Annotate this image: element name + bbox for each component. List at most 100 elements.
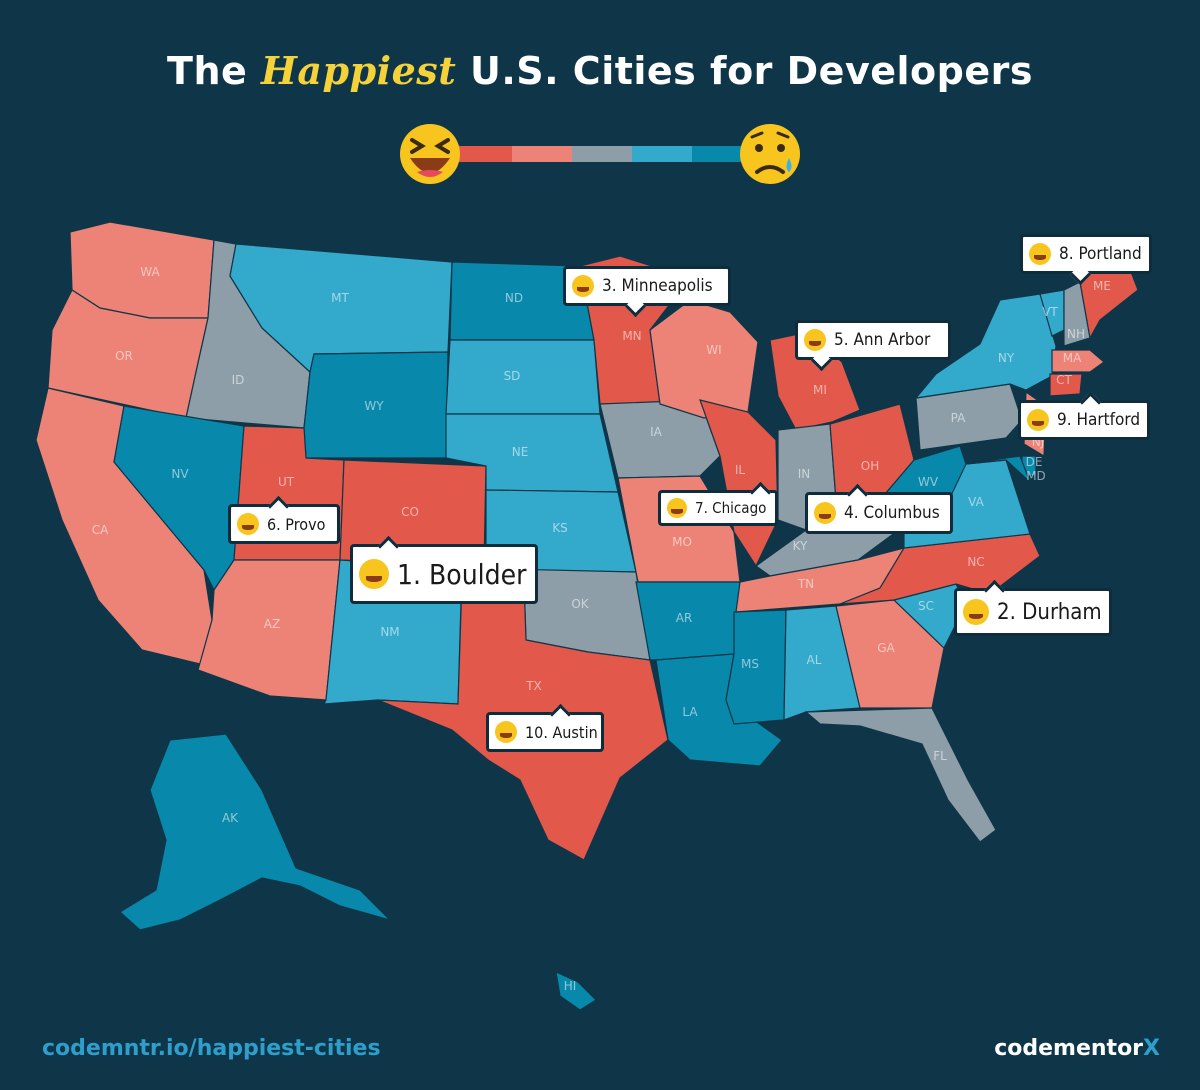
state-label-mi: MI [813,383,827,397]
city-callout: 1. Boulder [350,535,538,604]
smiling-face-icon [1027,409,1049,431]
state-label-ne: NE [512,445,529,459]
state-label-in: IN [798,467,811,481]
city-callout: 4. Columbus [805,483,953,534]
state-label-ms: MS [741,657,759,671]
state-label-pa: PA [951,411,966,425]
legend-swatch-4 [632,146,692,162]
state-label-nc: NC [967,555,984,569]
city-callout: 7. Chicago [658,481,778,526]
laughing-face-icon [814,502,836,524]
state-label-fl: FL [933,749,947,763]
happiness-legend [0,0,1200,200]
city-callout: 3. Minneapolis [563,266,731,318]
city-label: 10. Austin [525,722,598,742]
smiling-face-icon [495,721,517,743]
city-label: 3. Minneapolis [602,276,713,296]
state-label-la: LA [682,705,698,719]
state-label-ks: KS [552,521,568,535]
legend-swatch-5 [692,146,748,162]
city-callout: 2. Durham [954,579,1112,636]
state-label-il: IL [735,463,746,477]
legend-graphic [400,124,800,184]
state-label-ak: AK [222,811,239,825]
state-label-ky: KY [793,539,808,553]
state-label-ca: CA [92,523,109,537]
smiling-face-icon [237,513,259,535]
state-labels-layer: WA OR CA ID NV MT WY UT CO AZ NM ND SD NE KS OK TX MN IA MO… [92,265,1111,993]
crying-face-icon [740,124,800,184]
state-label-or: OR [115,349,133,363]
state-ma[interactable] [1051,349,1105,373]
state-al[interactable] [783,605,861,721]
state-label-az: AZ [264,617,280,631]
city-callout: 8. Portland [1020,234,1152,286]
city-label: 7. Chicago [695,499,767,517]
state-label-wa: WA [140,265,160,279]
state-ct[interactable] [1049,373,1083,397]
laughing-face-icon [400,124,460,184]
state-md[interactable] [965,455,1031,483]
state-label-ut: UT [278,475,295,489]
state-label-oh: OH [861,459,879,473]
brand-prefix: codementor [994,1036,1144,1061]
state-label-va: VA [968,495,984,509]
laughing-face-icon [804,329,826,351]
state-label-al: AL [807,653,822,667]
state-label-wy: WY [364,399,384,413]
state-label-ga: GA [877,641,895,655]
state-label-mt: MT [331,291,349,305]
source-link[interactable]: codemntr.io/happiest-cities [42,1036,381,1061]
legend-swatch-2 [512,146,572,162]
city-label: 4. Columbus [844,503,940,523]
brand-logo: codementorX [994,1036,1160,1061]
brand-suffix: X [1143,1036,1160,1061]
state-label-wi: WI [706,343,721,357]
city-callout: 10. Austin [486,703,604,752]
city-label: 2. Durham [997,599,1102,625]
state-label-sc: SC [918,599,934,613]
state-label-vt: VT [1042,305,1058,319]
city-callout: 9. Hartford [1018,391,1150,440]
smiling-face-icon [1029,243,1051,265]
state-label-tx: TX [525,679,542,693]
state-label-tn: TN [797,577,814,591]
state-label-hi: HI [564,979,577,993]
city-label: 6. Provo [267,514,326,534]
state-label-wv: WV [918,475,939,489]
state-fl[interactable] [804,707,997,843]
state-label-mn: MN [622,329,641,343]
state-label-id: ID [232,373,245,387]
state-label-nh: NH [1067,327,1085,341]
state-label-ar: AR [676,611,693,625]
laughing-face-icon [359,559,389,589]
city-callout: 5. Ann Arbor [795,320,951,372]
state-label-de: DE [1026,455,1043,469]
legend-swatch-3 [572,146,632,162]
city-callout: 6. Provo [228,495,340,544]
laughing-face-icon [963,599,989,625]
title-suffix: U.S. Cities for Developers [469,49,1033,93]
state-label-me: ME [1093,279,1111,293]
state-label-ma: MA [1063,351,1082,365]
city-label: 8. Portland [1059,244,1142,264]
state-label-sd: SD [504,369,521,383]
legend-swatch-1 [456,146,512,162]
state-label-co: CO [401,505,419,519]
state-sd[interactable] [445,339,601,415]
city-label: 5. Ann Arbor [834,330,931,350]
state-label-ct: CT [1056,373,1072,387]
state-ak[interactable] [119,733,393,931]
page-title: The Happiest U.S. Cities for Developers [0,48,1200,93]
city-label: 1. Boulder [397,557,527,591]
state-label-nd: ND [505,291,523,305]
city-label: 9. Hartford [1057,410,1141,430]
state-wi[interactable] [649,299,759,419]
state-label-ia: IA [650,425,663,439]
state-label-nv: NV [171,467,189,481]
state-hi[interactable] [555,970,597,1011]
state-label-mo: MO [672,535,692,549]
state-label-nm: NM [380,625,399,639]
state-label-ny: NY [998,351,1015,365]
